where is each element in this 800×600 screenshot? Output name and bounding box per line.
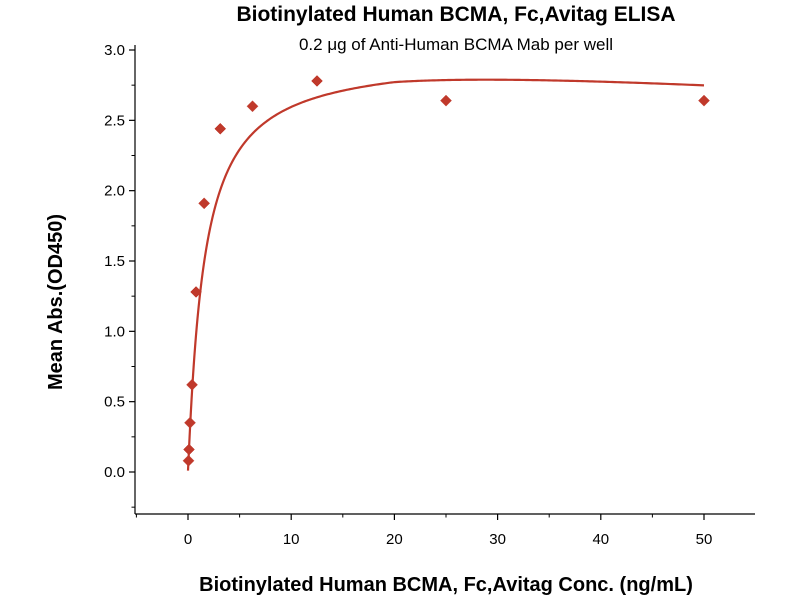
y-tick-label: 1.0 [104,323,125,340]
data-point [184,416,196,429]
y-tick-label: 0.5 [104,394,125,411]
x-tick-label: 50 [696,531,713,548]
y-tick-label: 0.0 [104,464,125,481]
data-point [440,94,452,107]
plot-area: 0 10 20 30 40 50 0.0 0.5 1.0 1.5 2.0 2.5 3.0 [104,42,755,548]
data-point [246,100,259,113]
x-tick-label: 0 [184,531,192,548]
y-tick-label: 2.5 [104,112,125,129]
x-tick-label: 10 [283,531,300,548]
fit-curve [186,78,705,471]
chart-subtitle: 0.2 μg of Anti-Human BCMA Mab per well [299,35,613,54]
y-tick-label: 1.5 [104,253,125,270]
x-tick-label: 40 [592,531,609,548]
y-tick-label: 3.0 [104,42,125,59]
data-point [311,75,323,87]
data-point [214,122,227,135]
x-tick-label: 20 [386,531,403,548]
data-point [183,443,195,456]
x-axis-title: Biotinylated Human BCMA, Fc,Avitag Conc.… [199,574,693,596]
y-tick-label: 2.0 [104,183,125,200]
data-point [182,454,195,467]
data-point [198,197,210,210]
data-point [698,94,710,107]
data-point [190,286,202,298]
data-point [186,378,198,391]
y-axis-title: Mean Abs.(OD450) [45,214,67,390]
x-tick-label: 30 [489,531,506,548]
chart-title: Biotinylated Human BCMA, Fc,Avitag ELISA [236,3,675,26]
